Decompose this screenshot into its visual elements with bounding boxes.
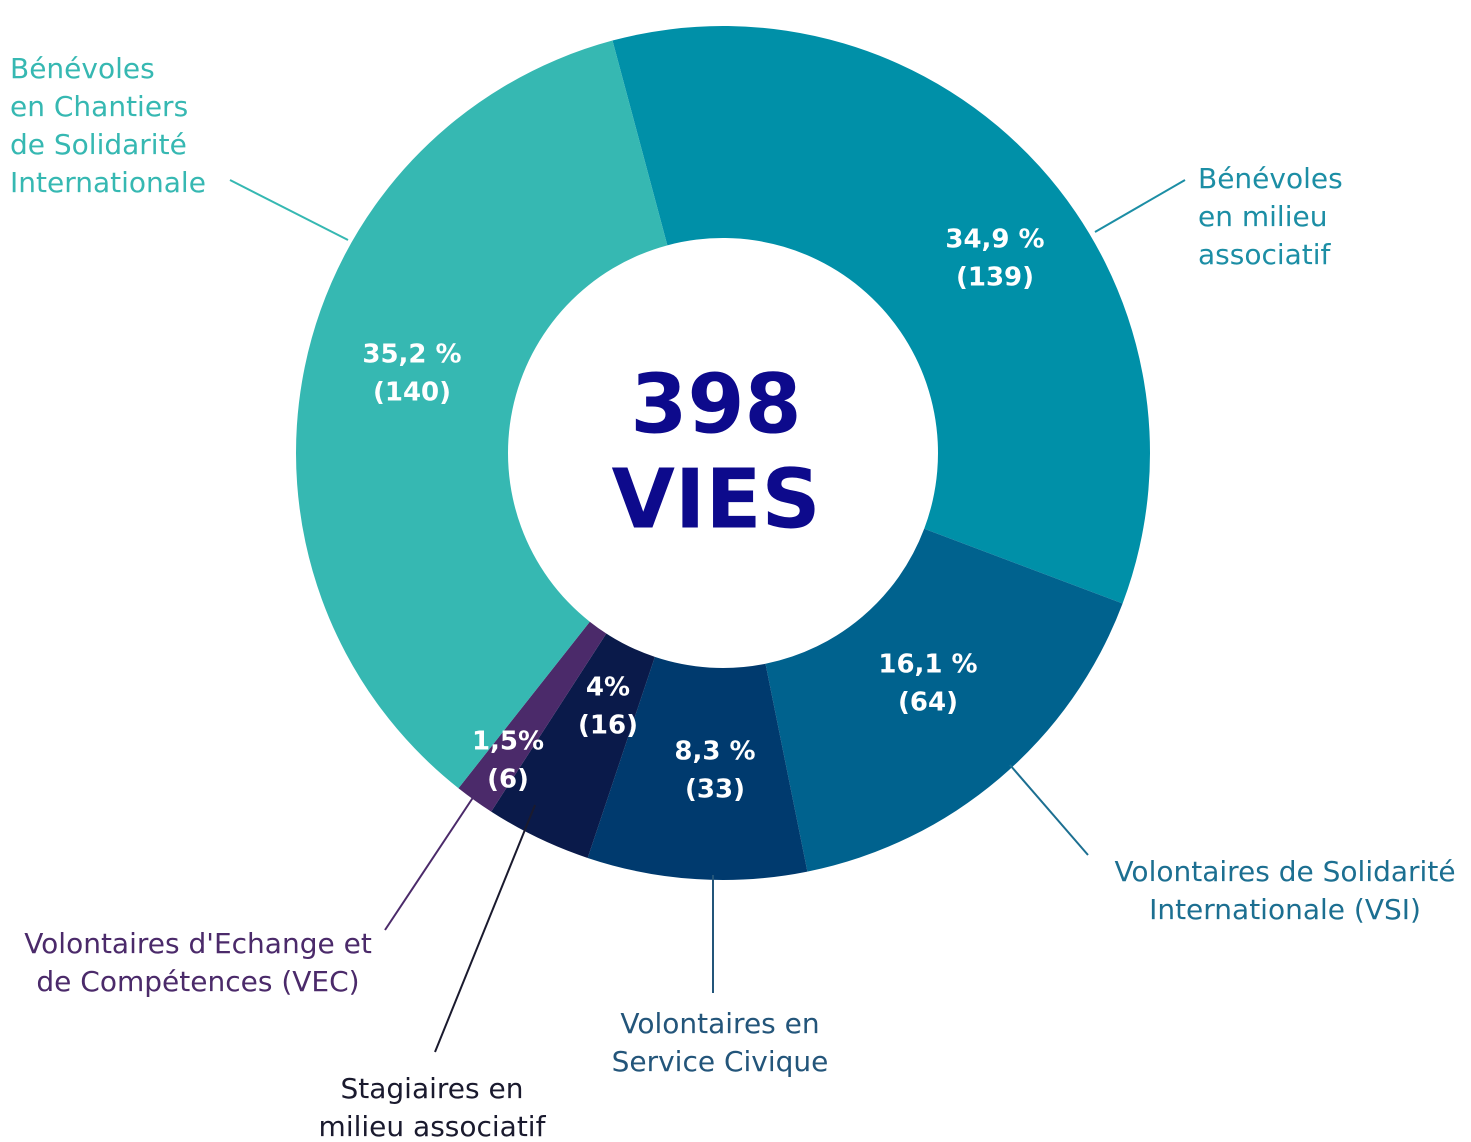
category-label: milieu associatif (319, 1110, 547, 1142)
category-label: Volontaires d'Echange et (24, 927, 372, 960)
category-label: Internationale (10, 166, 206, 199)
center-label: VIES (611, 452, 820, 547)
data-label: 16,1 % (878, 650, 977, 680)
data-label: 4% (586, 673, 630, 703)
donut-slice (458, 621, 607, 812)
category-label: de Solidarité (10, 128, 187, 161)
category-label: Service Civique (612, 1045, 829, 1078)
count-label: (6) (487, 765, 529, 795)
data-label: 8,3 % (674, 737, 755, 767)
category-label: Volontaires de Solidarité (1114, 855, 1455, 888)
data-label: 35,2 % (362, 340, 461, 370)
donut-slice (612, 26, 1150, 604)
category-label: Volontaires en (620, 1007, 819, 1040)
donut-slice (765, 528, 1123, 872)
leader-line (434, 804, 536, 1053)
category-label: en Chantiers (10, 90, 188, 123)
count-label: (16) (578, 711, 638, 741)
leader-line (1009, 764, 1089, 856)
category-label: Bénévoles (10, 52, 155, 85)
count-label: (33) (685, 775, 745, 805)
category-label: associatif (1198, 238, 1332, 271)
donut-slice (491, 633, 655, 858)
labels: 34,9 % (139) Bénévoles en milieu associatif 1… (10, 52, 1456, 1142)
leader-line (1094, 179, 1186, 233)
data-label: 34,9 % (945, 225, 1044, 255)
category-label: Bénévoles (1198, 162, 1343, 195)
category-label: Internationale (VSI) (1149, 893, 1421, 926)
count-label: (139) (956, 263, 1034, 293)
count-label: (64) (898, 688, 958, 718)
leader-line (229, 179, 349, 241)
category-label: de Compétences (VEC) (36, 965, 359, 998)
center-value: 398 (630, 357, 801, 452)
category-label: en milieu (1198, 200, 1327, 233)
data-label: 1,5% (472, 727, 544, 757)
leader-line (384, 789, 479, 931)
donut-slice (587, 656, 808, 880)
count-label: (140) (373, 378, 451, 408)
donut-slice (295, 40, 668, 789)
slices (295, 26, 1150, 880)
category-label: Stagiaires en (341, 1072, 524, 1105)
